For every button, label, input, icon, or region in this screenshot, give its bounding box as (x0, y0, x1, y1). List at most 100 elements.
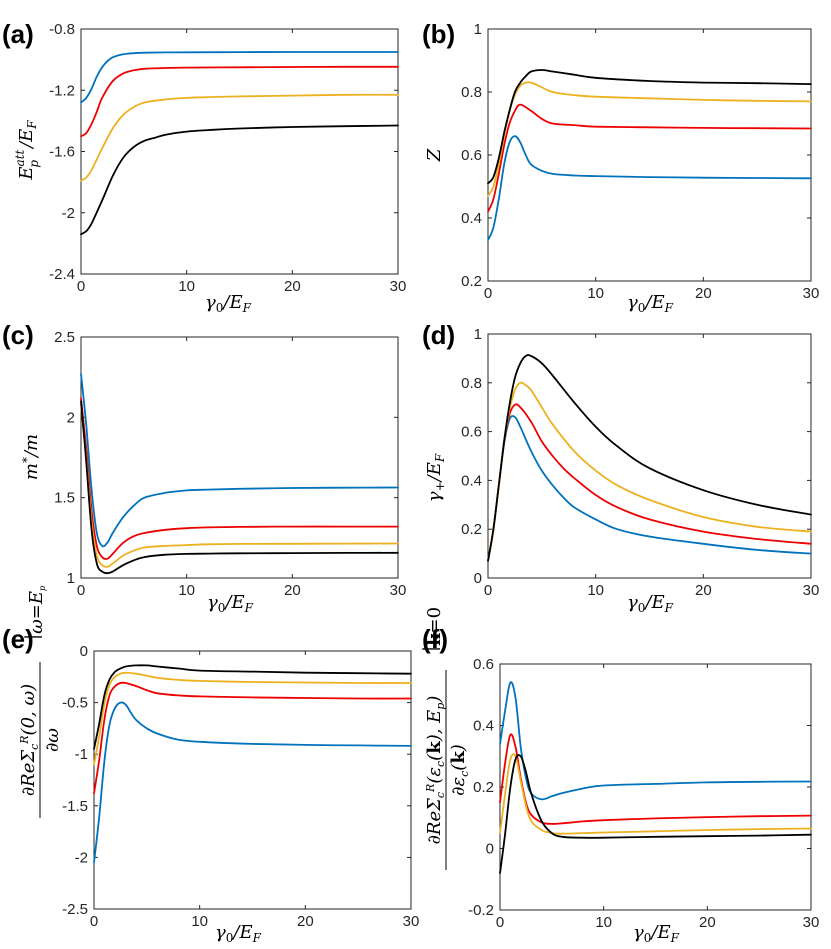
plot-frame-c (80, 336, 399, 579)
x-tick-label-a: 0 (77, 278, 85, 295)
x-tick-label-b: 30 (803, 285, 820, 302)
x-tick-label-f: 0 (496, 914, 504, 931)
y-tick-label-c: 2.5 (54, 329, 75, 346)
panel-label-f: (f) (422, 624, 448, 654)
y-tick-label-f: 0.6 (473, 656, 494, 673)
y-tick-label-e: -0.5 (62, 695, 88, 712)
series-line-blue-f (499, 681, 812, 801)
svg-text:|k=0: |k=0 (420, 607, 445, 652)
x-tick-label-c: 30 (390, 582, 407, 599)
y-tick-label-e: -2.5 (62, 901, 88, 918)
series-line-yellow-e (93, 671, 412, 766)
y-tick-label-e: -2 (75, 849, 88, 866)
x-axis-label-b: γ0/EF (627, 292, 674, 315)
y-tick-label-c: 2 (67, 409, 75, 426)
x-axis-label-d: γ0/EF (627, 592, 674, 615)
x-tick-label-c: 0 (77, 582, 85, 599)
y-axis-label-f: ∂ReΣcR(εc(k), Ep) ∂εc(k) |k=0 (420, 607, 471, 870)
y-tick-label-e: -1.5 (62, 798, 88, 815)
y-tick-label-b: 0.4 (461, 210, 482, 227)
series-line-black-c (80, 400, 399, 575)
y-tick-label-d: 0.6 (461, 424, 482, 441)
x-tick-label-a: 10 (178, 278, 195, 295)
svg-text:∂ω: ∂ω (42, 728, 63, 752)
x-tick-label-d: 30 (803, 582, 820, 599)
panel-c: (c) γ0/EF m*/m 0 10 20 30 1 1.5 2 2.5 (2, 320, 406, 615)
plot-frame-f (499, 663, 812, 911)
x-axis-label-e: γ0/EF (215, 922, 262, 945)
series-line-black-f (499, 754, 812, 874)
y-axis-label-b: Z (424, 148, 445, 162)
y-tick-label-e: -1 (75, 746, 88, 763)
y-tick-label-a: -2 (62, 205, 75, 222)
x-tick-label-f: 20 (699, 914, 716, 931)
y-tick-label-d: 0.8 (461, 375, 482, 392)
plot-frame-e (93, 650, 412, 910)
panel-label-c: (c) (2, 320, 34, 350)
x-axis-label-a: γ0/EF (205, 292, 252, 315)
x-tick-label-b: 0 (484, 285, 492, 302)
y-tick-label-a: -1.6 (49, 144, 75, 161)
series-line-red-b (487, 103, 812, 213)
x-tick-label-e: 0 (90, 913, 98, 930)
series-line-black-a (80, 124, 399, 236)
x-tick-label-c: 10 (178, 582, 195, 599)
y-tick-label-c: 1.5 (54, 490, 75, 507)
y-axis-label-d: γ+/EF (424, 453, 447, 502)
y-tick-label-d: 0.2 (461, 521, 482, 538)
y-tick-label-d: 0.4 (461, 472, 482, 489)
panel-label-a: (a) (2, 19, 34, 49)
series-line-blue-a (80, 51, 399, 104)
x-tick-label-b: 10 (587, 285, 604, 302)
y-tick-label-a: -1.2 (49, 82, 75, 99)
y-axis-label-a: Eattp/EF (13, 120, 41, 181)
series-line-blue-e (93, 701, 412, 864)
series-line-yellow-a (80, 93, 399, 182)
panel-label-b: (b) (422, 19, 455, 49)
x-tick-label-b: 20 (695, 285, 712, 302)
y-tick-label-a: -2.4 (49, 266, 75, 283)
svg-text:∂ReΣcR(0, ω): ∂ReΣcR(0, ω) (18, 684, 41, 796)
svg-text:∂εc(k): ∂εc(k) (448, 744, 471, 796)
panel-a: (a) γ0/EF Eattp/EF 0 10 20 30 -2.4 -2 -1.6 -1.2… (2, 19, 406, 315)
panel-e: (e) γ0/EF ∂ReΣcR(0, ω) ∂ω |ω=Ep 0 10 20 30 -… (2, 586, 419, 945)
y-tick-label-d: 1 (474, 326, 482, 343)
y-tick-label-c: 1 (67, 570, 75, 587)
y-tick-label-b: 0.6 (461, 147, 482, 164)
panel-b: (b) γ0/EF Z 0 10 20 30 0.2 0.4 0.6 0.8 1 (422, 19, 819, 315)
series-line-black-e (93, 664, 412, 750)
y-tick-label-f: 0.4 (473, 718, 494, 735)
y-tick-label-b: 0.2 (461, 273, 482, 290)
panel-f: (f) γ0/EF ∂ReΣcR(εc(k), Ep) ∂εc(k) |k=0 … (420, 607, 819, 945)
y-tick-label-f: -0.2 (468, 902, 494, 919)
y-tick-label-f: 0.2 (473, 779, 494, 796)
x-axis-label-f: γ0/EF (633, 922, 680, 945)
series-line-red-f (499, 733, 812, 825)
series-line-blue-b (487, 135, 812, 241)
series-line-black-b (487, 69, 812, 185)
x-tick-label-e: 30 (403, 913, 420, 930)
series-line-red-a (80, 65, 399, 138)
x-tick-label-c: 20 (284, 582, 301, 599)
series-line-blue-c (80, 373, 399, 548)
x-tick-label-d: 10 (587, 582, 604, 599)
x-tick-label-e: 10 (191, 913, 208, 930)
y-axis-label-c: m*/m (20, 434, 42, 480)
svg-text:∂ReΣcR(εc(k), Ep): ∂ReΣcR(εc(k), Ep) (424, 696, 447, 845)
y-tick-label-d: 0 (474, 570, 482, 587)
x-tick-label-d: 20 (695, 582, 712, 599)
y-tick-label-a: -0.8 (49, 21, 75, 38)
y-tick-label-f: 0 (486, 841, 494, 858)
x-tick-label-e: 20 (297, 913, 314, 930)
y-tick-label-b: 1 (474, 21, 482, 38)
series-line-yellow-f (499, 753, 812, 835)
x-tick-label-d: 0 (484, 582, 492, 599)
plot-frame-d (487, 333, 812, 579)
series-line-yellow-d (487, 381, 812, 562)
panel-label-d: (d) (422, 320, 455, 350)
y-axis-label-e: ∂ReΣcR(0, ω) ∂ω |ω=Ep (18, 586, 63, 818)
x-tick-label-f: 10 (595, 914, 612, 931)
series-line-red-e (93, 681, 412, 795)
panel-d: (d) γ0/EF γ+/EF 0 10 20 30 0 0.2 0.4 0.6 0.8 1 (422, 320, 819, 615)
